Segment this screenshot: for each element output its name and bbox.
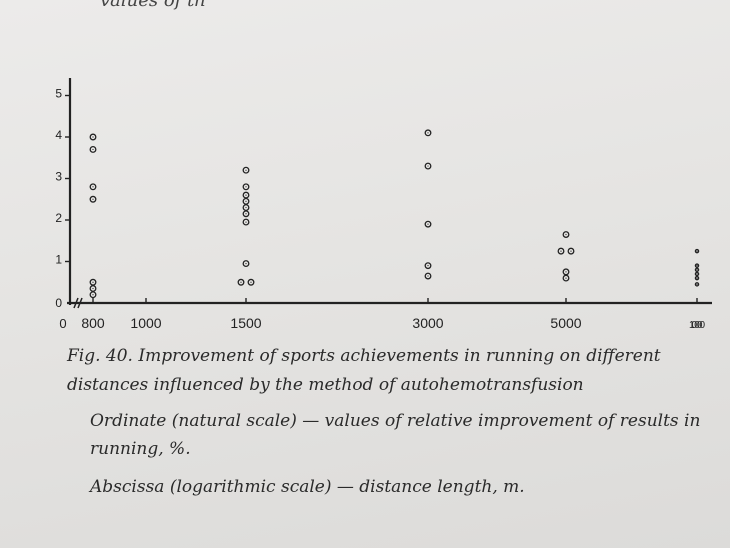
data-point xyxy=(694,248,700,254)
data-point xyxy=(424,129,432,137)
data-point-center xyxy=(427,165,429,167)
data-point xyxy=(562,274,570,282)
data-point-center xyxy=(696,283,698,285)
data-point-center xyxy=(240,281,242,283)
data-point xyxy=(89,195,97,203)
data-point xyxy=(242,166,250,174)
data-point xyxy=(424,162,432,170)
x-axis-break-mark xyxy=(77,297,83,309)
data-point xyxy=(694,275,700,281)
data-point-center xyxy=(565,233,567,236)
data-point xyxy=(242,210,250,218)
data-point xyxy=(694,267,700,273)
data-point-center xyxy=(92,281,94,283)
data-point xyxy=(557,247,565,255)
data-point-center xyxy=(427,275,429,277)
y-tick-label: 5 xyxy=(55,87,62,101)
data-point-center xyxy=(696,273,698,275)
x-tick-label: 3000 xyxy=(412,315,443,331)
x-tick-label: 10000 xyxy=(689,320,705,331)
data-point-center xyxy=(92,287,94,290)
x-tick-label: 1500 xyxy=(230,315,261,331)
x-tick-label: 800 xyxy=(81,315,105,331)
data-point-center xyxy=(427,223,429,225)
data-point-center xyxy=(245,194,247,196)
scatter-chart: 0 1 2 3 4 5 0 800 1000 1500 3000 5000 10000 xyxy=(55,78,712,331)
figure-caption: Fig. 40. Improvement of sports achieveme… xyxy=(67,346,661,395)
data-point-center xyxy=(245,221,247,223)
data-point-center xyxy=(92,148,94,151)
data-point-center xyxy=(245,200,247,202)
abscissa-note: Abscissa (logarithmic scale) — distance … xyxy=(90,477,525,497)
data-point xyxy=(424,262,432,270)
data-point-center xyxy=(245,262,247,265)
data-point xyxy=(694,282,700,287)
data-point xyxy=(237,278,245,286)
data-point-center xyxy=(92,294,94,296)
data-point-center xyxy=(696,277,698,279)
x-axis-break-mark xyxy=(73,297,79,309)
data-point xyxy=(89,145,97,153)
data-point-center xyxy=(92,186,94,188)
data-point-center xyxy=(565,277,567,279)
data-point-center xyxy=(245,213,247,215)
y-tick-label: 4 xyxy=(55,128,62,142)
x-tick-label: 5000 xyxy=(550,315,581,331)
x-tick-label: 1000 xyxy=(130,315,161,331)
data-point-center xyxy=(696,250,698,252)
data-point xyxy=(694,271,700,277)
data-point xyxy=(89,183,97,191)
data-point-center xyxy=(565,271,567,273)
y-tick-label: 2 xyxy=(55,211,62,225)
y-tick-label: 0 xyxy=(55,296,62,310)
data-point xyxy=(89,133,97,141)
data-point-center xyxy=(570,250,572,252)
data-point xyxy=(424,220,432,228)
page-top-fragment: values of th xyxy=(100,0,206,11)
data-point-center xyxy=(250,281,252,283)
data-point xyxy=(89,291,97,299)
data-point xyxy=(247,278,255,286)
data-point-center xyxy=(696,269,698,271)
data-point xyxy=(242,183,250,191)
y-tick-label: 1 xyxy=(55,253,62,267)
data-point xyxy=(242,218,250,226)
data-point xyxy=(567,247,575,255)
data-point xyxy=(694,263,700,268)
data-point-center xyxy=(245,169,247,171)
data-point-center xyxy=(92,198,94,200)
data-point xyxy=(242,260,250,268)
data-point-center xyxy=(560,250,562,252)
data-point-center xyxy=(427,265,429,267)
data-point xyxy=(562,231,570,238)
data-point-center xyxy=(92,136,94,138)
ordinate-note: Ordinate (natural scale) — values of rel… xyxy=(90,411,701,459)
data-point-center xyxy=(245,186,247,188)
y-tick-label: 3 xyxy=(55,170,62,184)
data-point-center xyxy=(427,132,429,134)
data-point xyxy=(424,272,432,280)
data-point-center xyxy=(245,206,247,209)
x-origin-label: 0 xyxy=(59,316,66,331)
data-point-center xyxy=(696,265,698,267)
